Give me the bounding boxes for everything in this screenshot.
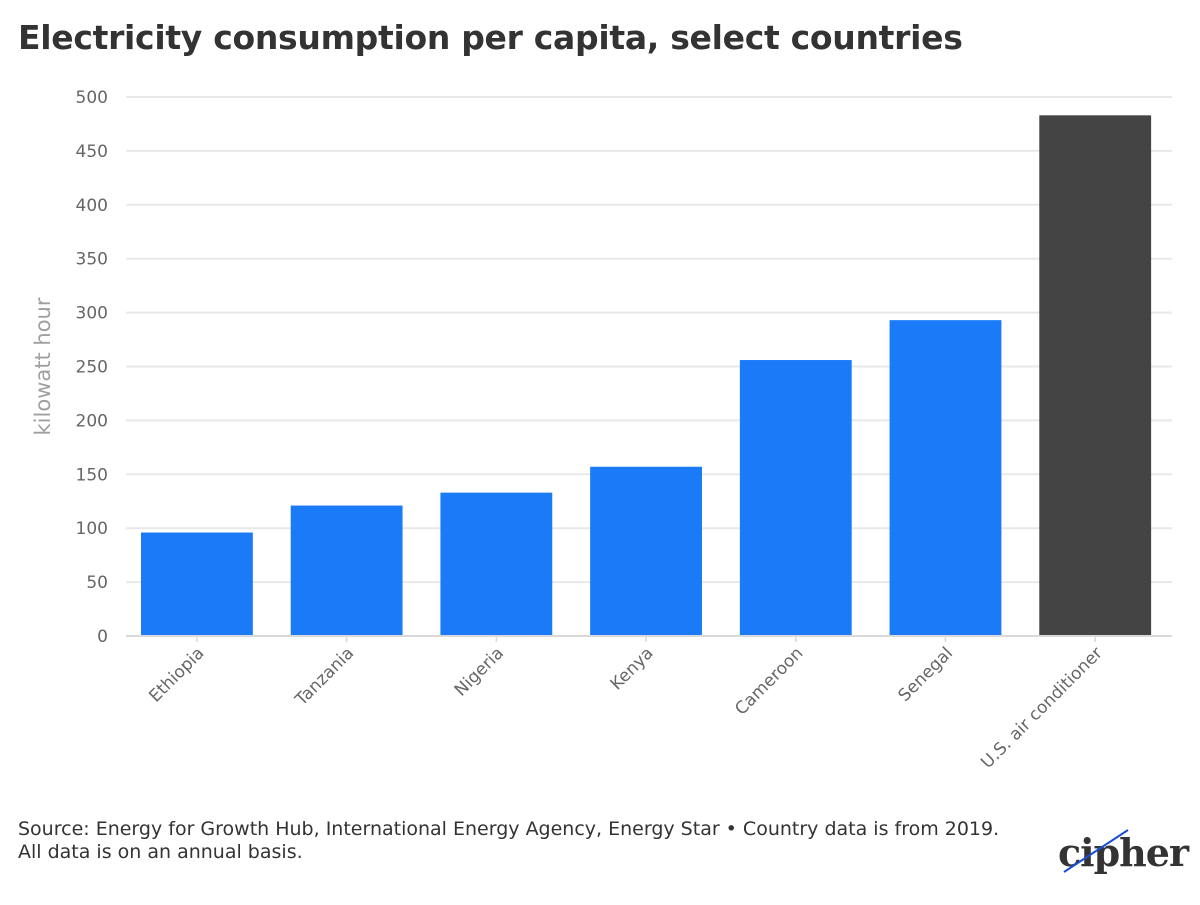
y-axis-ticks: 0 50 100 150 200 250 300 350 400 450 500 [76,88,108,647]
bars [141,115,1152,637]
y-tick-label: 400 [76,196,108,216]
bar-nigeria [440,492,553,636]
y-tick-label: 100 [76,519,108,539]
y-tick-label: 500 [76,88,108,108]
y-tick-label: 300 [76,304,108,324]
x-tick-label: Kenya [607,643,658,694]
x-axis-ticks: Ethiopia Tanzania Nigeria Kenya Cameroon Sene… [145,636,1107,773]
chart-title: Electricity consumption per capita, sele… [18,18,963,57]
bar-chart: 0 50 100 150 200 250 300 350 400 450 500 Ethiopia T… [31,88,1172,773]
x-tick-label: Ethiopia [145,643,208,706]
x-tick-label: Nigeria [451,643,508,700]
y-axis-title: kilowatt hour [31,297,55,435]
source-note: Source: Energy for Growth Hub, Internati… [18,818,1000,840]
y-tick-label: 200 [76,411,108,431]
bar-tanzania [290,505,403,636]
y-tick-label: 350 [76,250,108,270]
bar-kenya [590,466,702,636]
y-tick-label: 150 [76,465,108,485]
bar-senegal [889,320,1002,636]
annual-basis-note: All data is on an annual basis. [18,841,303,863]
logo-slash-mark [1063,829,1129,873]
y-tick-label: 0 [97,627,108,647]
x-tick-label: Cameroon [731,643,807,719]
cipher-logo: cipher [1058,828,1189,878]
x-tick-label: U.S. air conditioner [977,643,1106,772]
y-tick-label: 450 [76,142,108,162]
x-tick-label: Tanzania [291,643,358,710]
y-tick-label: 50 [86,573,108,593]
logo-wordmark: cipher [1058,830,1189,875]
chart-footer: Source: Energy for Growth Hub, Internati… [18,818,1048,864]
bar-ethiopia [141,532,253,636]
bar-u-s-air-conditioner [1039,115,1152,637]
y-tick-label: 250 [76,358,108,378]
bar-cameroon [739,360,852,636]
x-tick-label: Senegal [895,643,958,706]
